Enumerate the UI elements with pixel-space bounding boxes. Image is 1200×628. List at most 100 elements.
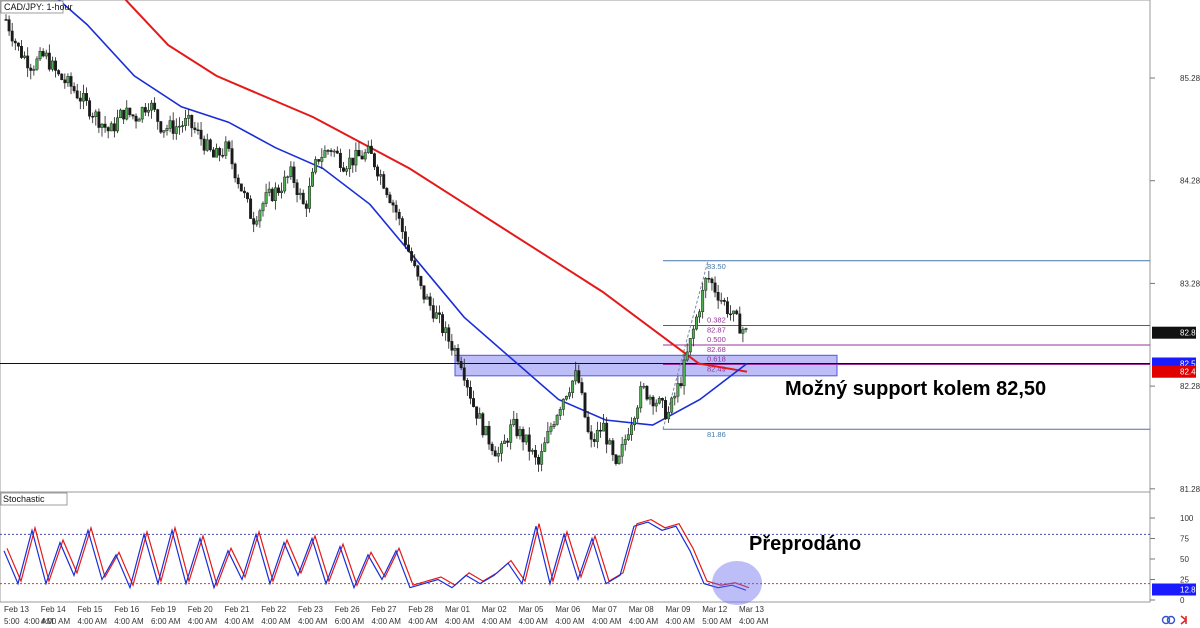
candle-body	[100, 123, 104, 128]
x-date-label: Feb 22	[261, 605, 286, 614]
candle-body	[623, 439, 627, 445]
candle-body	[453, 348, 457, 351]
candle-body	[499, 443, 503, 454]
candle-body	[552, 424, 556, 427]
x-date-label: Feb 28	[408, 605, 433, 614]
support-annotation: Možný support kolem 82,50	[785, 378, 1046, 400]
x-date-label: Mar 05	[519, 605, 544, 614]
stoch-tick-label: 0	[1180, 596, 1185, 605]
candle-body	[75, 90, 79, 99]
candle-body	[484, 425, 488, 436]
candle-body	[320, 157, 324, 162]
candle-body	[698, 311, 702, 318]
candle-body	[69, 76, 73, 87]
candle-body	[236, 177, 240, 185]
candle-body	[450, 341, 454, 351]
candle-body	[283, 176, 287, 192]
fib-price-label: 82.49	[707, 365, 726, 374]
candle-body	[345, 168, 349, 172]
candle-body	[735, 310, 739, 315]
x-date-label: Mar 12	[702, 605, 727, 614]
candle-body	[153, 102, 157, 110]
candle-body	[128, 107, 132, 116]
oversold-annotation: Přeprodáno	[749, 533, 861, 555]
candle-body	[456, 348, 460, 362]
x-time-label: 4:00 AM	[261, 617, 291, 626]
candle-body	[298, 192, 302, 195]
candle-body	[670, 397, 674, 413]
x-time-label: 4:00 AM	[666, 617, 696, 626]
candle-body	[211, 149, 215, 158]
candle-body	[261, 203, 265, 212]
candle-body	[530, 449, 534, 452]
indicator-label-box	[0, 492, 68, 506]
candle-body	[633, 418, 636, 426]
candle-body	[419, 276, 423, 286]
candle-body	[323, 150, 327, 158]
candle-body	[171, 120, 175, 134]
candle-body	[373, 153, 376, 168]
candle-body	[329, 150, 333, 152]
candle-body	[620, 444, 624, 457]
candle-body	[258, 210, 262, 222]
x-time-label: 4:00 AM	[482, 617, 512, 626]
candle-body	[252, 218, 256, 225]
candle-body	[246, 192, 249, 200]
candle-body	[208, 139, 212, 151]
x-date-label: Mar 07	[592, 605, 617, 614]
y-tick-label: 81.28	[1180, 485, 1200, 494]
candle-body	[388, 194, 392, 203]
candle-body	[611, 440, 615, 456]
candle-body	[168, 120, 172, 129]
scroll-right-icon[interactable]	[1180, 615, 1188, 625]
candle-body	[608, 440, 612, 445]
candle-body	[32, 69, 36, 71]
candle-body	[571, 380, 575, 393]
x-time-label: 4:00 AM	[519, 617, 549, 626]
price-tag	[1152, 365, 1196, 378]
x-date-label: Mar 06	[555, 605, 580, 614]
candle-body	[143, 107, 147, 113]
candle-body	[184, 118, 188, 126]
candle-body	[719, 299, 723, 302]
candle-body	[382, 174, 386, 189]
candle-body	[10, 30, 14, 42]
candle-body	[97, 111, 101, 128]
candle-body	[304, 203, 308, 209]
x-time-label: 5:00 AM	[702, 617, 732, 626]
candle-body	[540, 451, 544, 465]
candle-body	[112, 123, 116, 132]
candle-body	[317, 159, 321, 162]
x-time-label: 4:00 AM	[298, 617, 328, 626]
stochastic-axis: 100 75 50 25 012.80	[1150, 514, 1200, 605]
candle-body	[326, 150, 330, 152]
candle-body	[29, 67, 33, 71]
candle-body	[524, 434, 528, 443]
candle-body	[468, 387, 472, 399]
x-date-label: Feb 23	[298, 605, 323, 614]
candle-body	[20, 46, 23, 58]
stoch-tick-label: 50	[1180, 555, 1189, 564]
link-icon[interactable]	[1161, 615, 1176, 625]
candle-body	[332, 150, 336, 153]
x-time-label: 4:00 AM	[445, 617, 475, 626]
candle-body	[394, 204, 398, 213]
candle-body	[301, 192, 305, 205]
candle-body	[688, 338, 692, 353]
y-tick-label: 82.28	[1180, 382, 1200, 391]
candle-body	[602, 422, 606, 432]
candle-body	[534, 449, 537, 458]
candle-body	[335, 150, 339, 154]
candle-body	[518, 429, 522, 437]
x-date-label: Feb 19	[151, 605, 176, 614]
candle-body	[78, 97, 82, 102]
candle-body	[626, 434, 630, 440]
candle-body	[629, 424, 633, 435]
candle-body	[543, 442, 547, 452]
candle-body	[230, 148, 234, 165]
price-panel	[0, 0, 1151, 493]
candle-body	[38, 51, 42, 60]
candle-body	[35, 58, 39, 70]
candle-body	[255, 220, 259, 225]
candle-body	[314, 159, 318, 173]
